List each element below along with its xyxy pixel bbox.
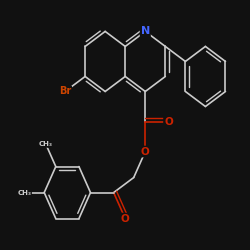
Text: O: O	[141, 146, 150, 156]
Text: CH₃: CH₃	[18, 190, 32, 196]
Text: N: N	[141, 26, 150, 36]
Text: Br: Br	[59, 86, 71, 97]
Text: O: O	[164, 116, 173, 126]
Text: O: O	[121, 214, 130, 224]
Text: CH₃: CH₃	[39, 142, 53, 148]
